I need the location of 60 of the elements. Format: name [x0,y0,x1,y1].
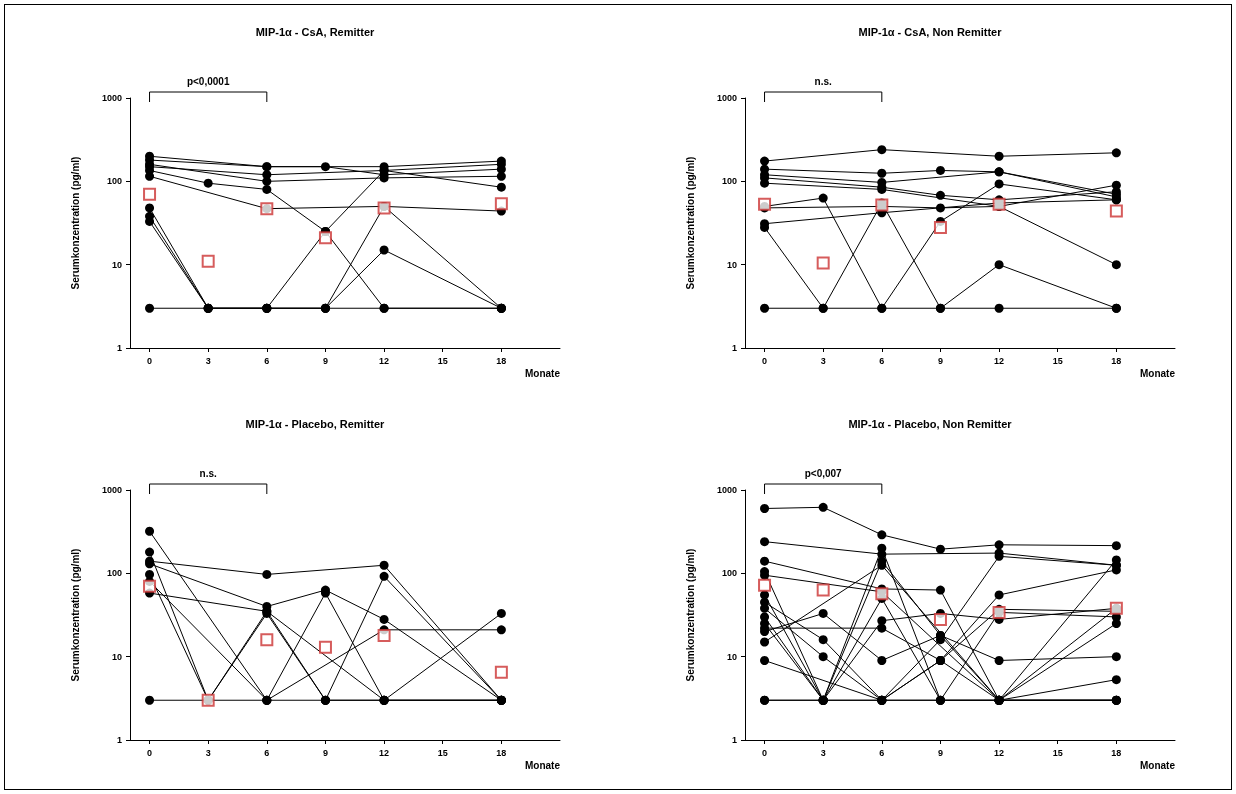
y-axis-title: Serumkonzentration (pg/ml) [69,156,81,290]
x-tick-label: 18 [1111,747,1122,758]
x-tick-label: 15 [437,747,448,758]
text: p<0,007 [804,467,843,479]
x-tick-label: 6 [264,355,270,366]
x-tick-label: 3 [205,747,211,758]
y-tick-label: 100 [721,176,737,187]
y-tick-label: 1 [731,343,737,353]
y-tick-label: 10 [111,259,122,270]
y-tick-label: 1000 [101,93,122,103]
x-tick-label: 12 [379,355,390,366]
y-tick-label: 1 [731,735,737,745]
y-axis-title: Serumkonzentration (pg/ml) [684,156,696,290]
x-tick-label: 0 [762,355,768,366]
text: n.s. [814,75,833,87]
x-tick-label: 12 [379,747,390,758]
x-tick-label: 0 [147,355,153,366]
chart-title: MIP-1α - Placebo, Non Remitter [848,417,1013,430]
x-tick-label: 0 [147,747,153,758]
x-tick-label: 3 [820,355,826,366]
x-tick-label: 15 [437,355,448,366]
x-tick-label: 18 [496,355,507,366]
x-tick-label: 6 [879,747,885,758]
y-tick-label: 10 [726,651,737,662]
x-axis-title: Monate [525,367,561,379]
text: p<0,0001 [186,75,230,87]
chart-title: MIP-1α - Placebo, Remitter [245,417,386,430]
x-axis-title: Monate [1140,367,1176,379]
x-tick-label: 9 [322,747,328,758]
x-tick-label: 12 [994,747,1005,758]
x-tick-label: 9 [937,355,943,366]
y-tick-label: 1000 [716,93,737,103]
y-tick-label: 1000 [101,485,122,495]
x-axis-title: Monate [525,759,561,771]
y-tick-label: 100 [721,568,737,579]
y-tick-label: 100 [106,176,122,187]
y-tick-label: 10 [111,651,122,662]
x-tick-label: 9 [937,747,943,758]
x-tick-label: 18 [496,747,507,758]
y-axis-title: Serumkonzentration (pg/ml) [684,548,696,682]
y-tick-label: 1 [116,343,122,353]
x-axis-title: Monate [1140,759,1176,771]
x-tick-label: 12 [994,355,1005,366]
chart-title: MIP-1α - CsA, Remitter [255,25,376,38]
x-tick-label: 3 [205,355,211,366]
text: n.s. [199,467,218,479]
x-tick-label: 0 [762,747,768,758]
x-tick-label: 6 [264,747,270,758]
y-tick-label: 1 [116,735,122,745]
x-tick-label: 3 [820,747,826,758]
x-tick-label: 15 [1052,747,1063,758]
x-tick-label: 9 [322,355,328,366]
x-tick-label: 15 [1052,355,1063,366]
x-tick-label: 6 [879,355,885,366]
y-tick-label: 1000 [716,485,737,495]
y-axis-title: Serumkonzentration (pg/ml) [69,548,81,682]
y-tick-label: 10 [726,259,737,270]
chart-title: MIP-1α - CsA, Non Remitter [858,25,1003,38]
y-tick-label: 100 [106,568,122,579]
x-tick-label: 18 [1111,355,1122,366]
